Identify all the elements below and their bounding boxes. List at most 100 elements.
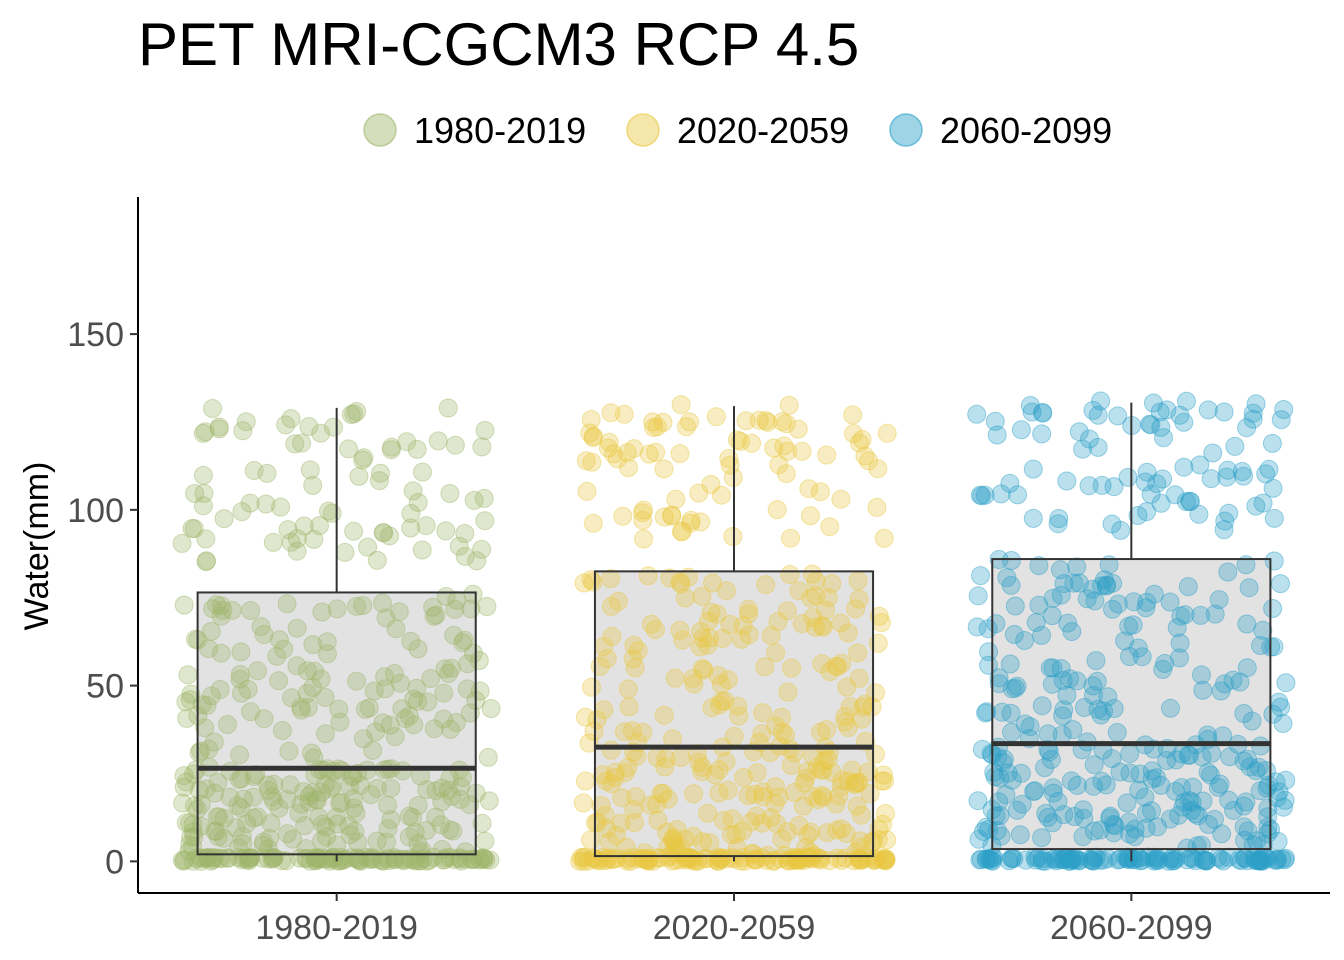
data-point (1135, 472, 1155, 492)
data-point (1097, 575, 1117, 595)
data-point (970, 850, 990, 870)
data-point (432, 840, 452, 859)
data-point (1132, 850, 1152, 870)
data-point (643, 412, 663, 432)
data-point (247, 807, 267, 827)
data-point (264, 848, 284, 868)
data-point (180, 690, 200, 710)
data-point (1180, 491, 1200, 511)
data-point (353, 729, 373, 749)
data-point (615, 763, 635, 783)
data-point (1246, 394, 1266, 414)
data-point (614, 404, 634, 424)
data-point (781, 755, 801, 775)
data-point (241, 601, 261, 620)
data-point (474, 849, 494, 869)
data-point (1245, 850, 1265, 870)
data-point (1088, 699, 1108, 719)
data-point (829, 786, 849, 806)
data-point (341, 848, 361, 868)
data-point (993, 753, 1013, 773)
data-point (684, 784, 704, 804)
data-point (401, 504, 421, 523)
data-point (184, 796, 204, 816)
data-point (417, 820, 436, 840)
data-point (583, 848, 603, 868)
data-point (287, 541, 307, 561)
box-fill (197, 592, 476, 855)
data-point (979, 819, 999, 839)
data-point (997, 568, 1017, 588)
data-point (1144, 584, 1164, 604)
data-point (244, 808, 264, 828)
legend-label: 1980-2019 (414, 110, 586, 151)
data-point (1194, 850, 1214, 870)
data-point (1002, 770, 1022, 790)
data-point (1125, 827, 1145, 847)
data-point (716, 752, 736, 772)
data-point (399, 806, 419, 826)
data-point (239, 851, 259, 871)
data-point (845, 775, 865, 795)
data-point (1234, 466, 1253, 486)
data-point (1263, 599, 1283, 618)
data-point (473, 848, 493, 868)
plot-area (172, 391, 1296, 871)
data-point (295, 816, 315, 836)
data-point (1117, 793, 1137, 813)
data-point (1098, 849, 1118, 869)
data-point (682, 849, 702, 869)
data-point (817, 823, 837, 843)
data-point (877, 830, 897, 850)
data-point (403, 808, 423, 827)
data-point (982, 850, 1002, 870)
data-point (1263, 704, 1283, 724)
data-point (657, 822, 677, 842)
data-point (597, 649, 617, 669)
data-point (968, 586, 988, 606)
data-point (1032, 696, 1052, 716)
data-point (172, 850, 192, 870)
data-point (331, 847, 351, 867)
data-point (440, 847, 460, 867)
data-point (1083, 676, 1103, 696)
data-point (1219, 503, 1239, 523)
data-point (431, 815, 451, 835)
data-point (467, 551, 487, 571)
data-point (766, 716, 786, 736)
y-tick-label: 150 (67, 316, 124, 354)
data-point (732, 821, 752, 841)
data-point (1007, 800, 1027, 820)
data-point (717, 849, 736, 869)
data-point (1073, 800, 1093, 820)
data-point (591, 796, 611, 815)
data-point (1083, 400, 1103, 420)
data-point (264, 791, 284, 811)
data-point (639, 848, 659, 868)
data-point (1096, 775, 1116, 795)
data-point (739, 625, 759, 645)
data-point (1175, 605, 1195, 625)
data-point (1210, 774, 1230, 794)
data-point (396, 709, 415, 729)
data-point (1028, 848, 1048, 868)
data-point (678, 567, 698, 587)
data-point (653, 783, 673, 803)
data-point (849, 772, 869, 792)
data-point (1192, 665, 1211, 685)
data-point (787, 850, 807, 869)
data-point (1033, 402, 1053, 422)
data-point (1256, 464, 1276, 484)
data-point (581, 830, 601, 850)
data-point (475, 420, 495, 440)
data-point (679, 848, 699, 867)
data-point (436, 521, 456, 541)
data-point (742, 433, 762, 453)
data-point (477, 597, 497, 616)
data-point (1067, 671, 1087, 691)
data-point (597, 819, 616, 839)
data-point (812, 785, 832, 805)
data-point (597, 850, 617, 870)
data-point (968, 791, 988, 811)
data-point (608, 591, 628, 611)
